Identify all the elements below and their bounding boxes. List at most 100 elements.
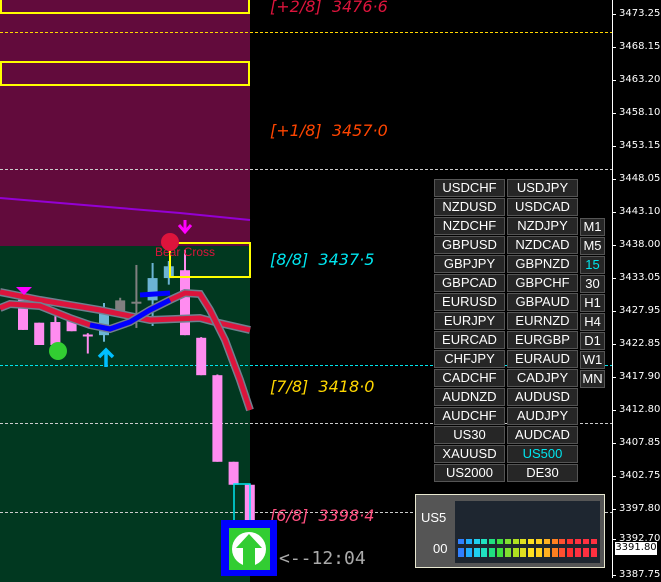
timeframe-button-15[interactable]: 15: [580, 256, 605, 274]
strength-bar: [489, 539, 496, 544]
strength-bar: [512, 548, 519, 557]
strength-bar: [536, 539, 542, 544]
symbol-button-eurgbp[interactable]: EURGBP: [507, 331, 578, 349]
symbol-button-eurjpy[interactable]: EURJPY: [434, 312, 505, 330]
strength-bar: [458, 548, 464, 557]
price-tick: 3427.95: [613, 305, 660, 316]
strength-bar: [590, 539, 597, 544]
strength-bar: [504, 548, 511, 557]
strength-bar: [497, 539, 503, 544]
timeframe-button-m5[interactable]: M5: [580, 237, 605, 255]
symbol-button-eurcad[interactable]: EURCAD: [434, 331, 505, 349]
symbol-button-eurnzd[interactable]: EURNZD: [507, 312, 578, 330]
timeframe-button-w1[interactable]: W1: [580, 351, 605, 369]
symbol-button-usdcad[interactable]: USDCAD: [507, 198, 578, 216]
level-line: [0, 365, 613, 366]
strength-bar: [582, 539, 589, 544]
current-price-label: 3391.80: [615, 542, 657, 555]
symbol-button-de30[interactable]: DE30: [507, 464, 578, 482]
ma-bull-segment: [139, 290, 171, 298]
symbol-button-euraud[interactable]: EURAUD: [507, 350, 578, 368]
symbol-button-us2000[interactable]: US2000: [434, 464, 505, 482]
candle-body: [180, 270, 190, 336]
signal-label: Bear Cross: [155, 245, 216, 259]
strength-bar: [489, 548, 496, 557]
price-tick: 3458.10: [613, 107, 660, 118]
symbol-button-audjpy[interactable]: AUDJPY: [507, 407, 578, 425]
timeframe-button-d1[interactable]: D1: [580, 332, 605, 350]
murrey-level-label: [8/8] 3437·5: [270, 250, 375, 269]
buy-arrow-icon: [97, 347, 115, 367]
symbol-button-nzdjpy[interactable]: NZDJPY: [507, 217, 578, 235]
candle-body: [99, 312, 109, 336]
symbol-button-gbpcad[interactable]: GBPCAD: [434, 274, 505, 292]
signal-box: [169, 242, 251, 278]
strength-panel: US5 00: [415, 494, 605, 568]
strength-bar: [458, 539, 464, 544]
symbol-button-us500[interactable]: US500: [507, 445, 578, 463]
strength-bar: [528, 548, 535, 557]
symbol-button-us30[interactable]: US30: [434, 426, 505, 444]
symbol-button-nzdcad[interactable]: NZDCAD: [507, 236, 578, 254]
zone-rectangle: [0, 0, 250, 14]
symbol-button-nzdchf[interactable]: NZDCHF: [434, 217, 505, 235]
level-line: [0, 32, 613, 33]
symbol-button-gbpaud[interactable]: GBPAUD: [507, 293, 578, 311]
symbol-button-cadchf[interactable]: CADCHF: [434, 369, 505, 387]
timeframe-button-h1[interactable]: H1: [580, 294, 605, 312]
price-axis[interactable]: [612, 0, 613, 578]
price-tick: 3448.05: [613, 173, 660, 184]
price-tick: 3392.70: [613, 533, 660, 544]
timeframe-button-m1[interactable]: M1: [580, 218, 605, 236]
strength-bar: [543, 548, 550, 557]
price-tick: 3422.85: [613, 338, 660, 349]
bear-dot-icon: [161, 233, 179, 251]
sell-triangle-icon: [16, 287, 32, 295]
murrey-level-label: [7/8] 3418·0: [270, 377, 375, 396]
up-arrow-icon: [232, 532, 266, 566]
symbol-button-audcad[interactable]: AUDCAD: [507, 426, 578, 444]
strength-bar: [520, 539, 527, 544]
strength-bar: [465, 548, 472, 557]
timeframe-button-mn[interactable]: MN: [580, 370, 605, 388]
symbol-button-usdjpy[interactable]: USDJPY: [507, 179, 578, 197]
price-tick: 3417.90: [613, 371, 660, 382]
symbol-button-audchf[interactable]: AUDCHF: [434, 407, 505, 425]
candle-body: [115, 300, 126, 313]
price-tick: 3397.80: [613, 503, 660, 514]
price-tick: 3407.85: [613, 437, 660, 448]
symbol-button-audusd[interactable]: AUDUSD: [507, 388, 578, 406]
price-chart[interactable]: [0, 0, 612, 582]
candle-body: [196, 337, 207, 376]
symbol-button-usdchf[interactable]: USDCHF: [434, 179, 505, 197]
candle-body: [163, 266, 174, 279]
candle-timer: <--12:04: [279, 548, 366, 569]
strength-bar: [551, 548, 558, 557]
symbol-button-gbpchf[interactable]: GBPCHF: [507, 274, 578, 292]
sell-arrow-icon: [177, 220, 193, 235]
price-tick: 3468.15: [613, 41, 660, 52]
level-line: [0, 169, 613, 170]
murrey-level-label: [6/8] 3398·4: [270, 506, 375, 525]
long-ma: [0, 197, 251, 221]
symbol-button-chfjpy[interactable]: CHFJPY: [434, 350, 505, 368]
strength-bar: [551, 539, 558, 544]
timeframe-button-30[interactable]: 30: [580, 275, 605, 293]
symbol-button-eurusd[interactable]: EURUSD: [434, 293, 505, 311]
strength-symbol: US5: [421, 510, 447, 525]
strength-bar: [473, 539, 480, 544]
strength-bar: [567, 539, 574, 544]
timeframe-button-h4[interactable]: H4: [580, 313, 605, 331]
symbol-button-xauusd[interactable]: XAUUSD: [434, 445, 505, 463]
symbol-button-gbpjpy[interactable]: GBPJPY: [434, 255, 505, 273]
symbol-button-audnzd[interactable]: AUDNZD: [434, 388, 505, 406]
symbol-button-nzdusd[interactable]: NZDUSD: [434, 198, 505, 216]
candle-body: [82, 334, 93, 337]
price-tick: 3412.80: [613, 404, 660, 415]
symbol-button-cadjpy[interactable]: CADJPY: [507, 369, 578, 387]
candle-body: [212, 375, 223, 462]
strength-bar: [590, 548, 597, 557]
symbol-button-gbpusd[interactable]: GBPUSD: [434, 236, 505, 254]
strength-bar: [582, 548, 589, 557]
symbol-button-gbpnzd[interactable]: GBPNZD: [507, 255, 578, 273]
